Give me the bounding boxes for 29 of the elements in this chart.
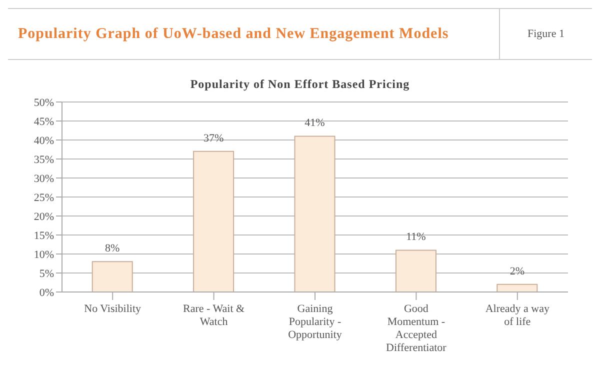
data-label: 2% [510, 265, 524, 278]
x-tick-label: Rare - Wait & Watch [183, 303, 246, 328]
bar [395, 250, 436, 292]
y-tick-label: 10% [34, 248, 54, 261]
bar [496, 284, 538, 292]
y-tick-label: 45% [34, 116, 54, 128]
x-tick-label: Good Momentum - Accepted Differentiator [386, 303, 447, 354]
y-tick-label: 40% [34, 134, 54, 147]
y-tick-label: 0% [39, 286, 54, 299]
data-label: 8% [105, 242, 120, 255]
bar [92, 261, 133, 292]
y-tick-label: 20% [34, 210, 54, 223]
data-label: 37% [203, 132, 224, 144]
caption: Figure 1 [499, 9, 592, 59]
y-tick-label: 25% [34, 192, 54, 204]
chart-title: Popularity Graph of UoW-based and New Engagement Models [17, 24, 450, 44]
y-tick-label: 50% [34, 96, 54, 109]
y-tick-label: 35% [34, 154, 54, 166]
x-tick-label: No Visibility [84, 303, 142, 315]
y-tick-label: 5% [39, 268, 54, 280]
y-tick-label: 15% [34, 230, 54, 242]
data-label: 41% [304, 117, 325, 130]
bar [294, 136, 336, 292]
y-tick-label: 30% [34, 172, 54, 185]
data-label: 11% [406, 231, 426, 244]
chart-subtitle: Popularity of Non Effort Based Pricing [189, 77, 411, 92]
bar [193, 150, 234, 292]
x-tick-label: Gaining Popularity - Opportunity [288, 303, 342, 341]
x-tick-label: Already a way of life [485, 303, 550, 328]
